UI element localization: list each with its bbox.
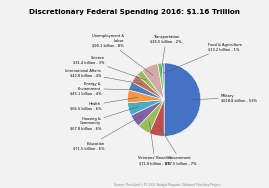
Text: Transportation
$26.5 billion - 2%: Transportation $26.5 billion - 2% — [150, 35, 182, 74]
Wedge shape — [164, 63, 201, 136]
Text: Military
$618.8 billion - 53%: Military $618.8 billion - 53% — [190, 93, 257, 102]
Text: Discretionary Federal Spending 2016: $1.16 Trillion: Discretionary Federal Spending 2016: $1.… — [29, 9, 240, 15]
Text: Source: President's FY 2017 Budget Request, National Priorities Project: Source: President's FY 2017 Budget Reque… — [114, 183, 220, 187]
Wedge shape — [137, 70, 164, 100]
Wedge shape — [158, 63, 164, 100]
Text: International Affairs
$42.8 billion - 4%: International Affairs $42.8 billion - 4% — [65, 69, 143, 84]
Text: Housing &
Community
$67.8 billion - 6%: Housing & Community $67.8 billion - 6% — [70, 107, 139, 130]
Wedge shape — [131, 100, 164, 126]
Text: Veterans' Benefits
$71.8 billion - 6%: Veterans' Benefits $71.8 billion - 6% — [138, 121, 172, 165]
Wedge shape — [139, 100, 164, 133]
Text: Health
$66.5 billion - 6%: Health $66.5 billion - 6% — [69, 97, 138, 111]
Text: Unemployment &
Labor
$90.1 billion - 8%: Unemployment & Labor $90.1 billion - 8% — [91, 34, 153, 76]
Wedge shape — [162, 63, 164, 100]
Text: Education
$71.5 billion - 6%: Education $71.5 billion - 6% — [73, 115, 143, 150]
Wedge shape — [128, 100, 164, 115]
Text: Food & Agriculture
$13.2 billion - 1%: Food & Agriculture $13.2 billion - 1% — [163, 43, 242, 73]
Text: Energy &
Environment
$45.1 billion - 4%: Energy & Environment $45.1 billion - 4% — [69, 82, 140, 95]
Text: Government
$77.5 billion - 7%: Government $77.5 billion - 7% — [159, 125, 196, 165]
Wedge shape — [128, 90, 164, 103]
Wedge shape — [129, 82, 164, 100]
Wedge shape — [142, 64, 164, 100]
Wedge shape — [132, 75, 164, 100]
Wedge shape — [149, 100, 164, 136]
Text: Science
$31.4 billion - 3%: Science $31.4 billion - 3% — [73, 56, 146, 80]
